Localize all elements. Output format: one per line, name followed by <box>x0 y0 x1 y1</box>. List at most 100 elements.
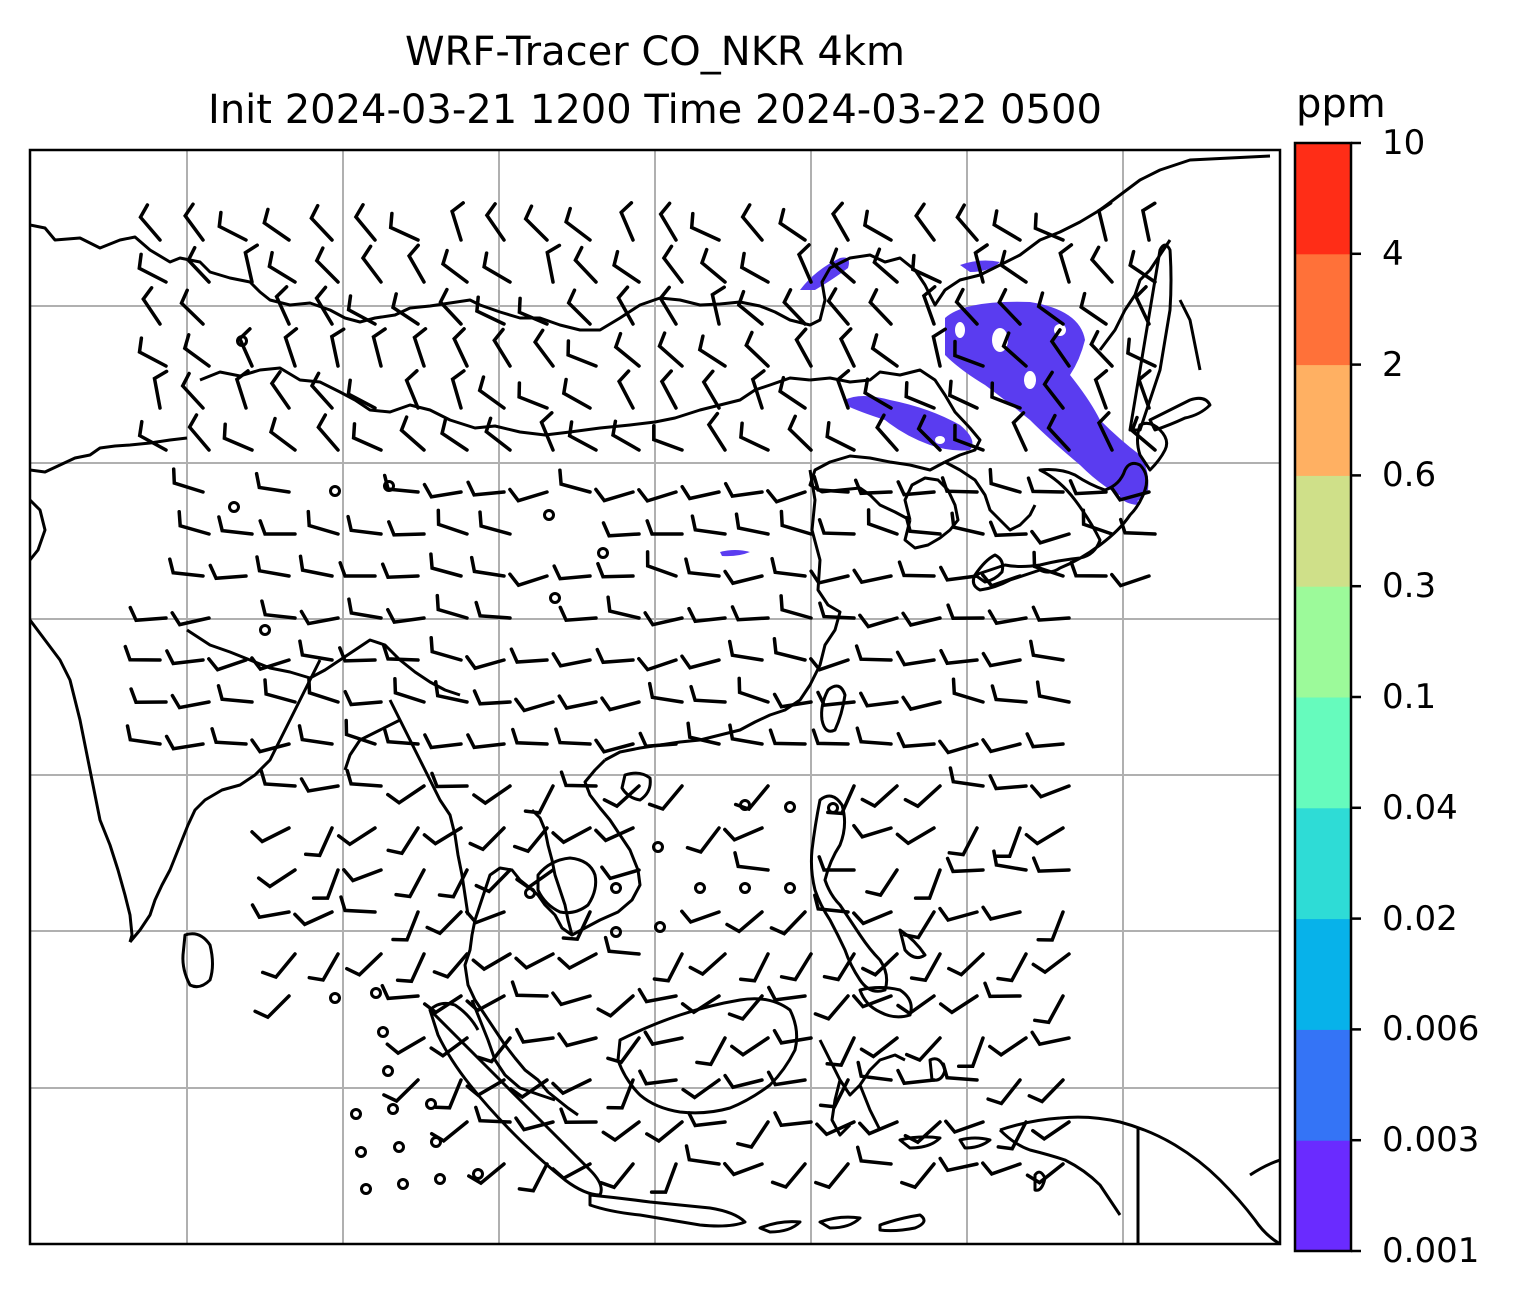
wind-barb <box>652 423 684 452</box>
wind-barb <box>1058 243 1074 284</box>
wind-barb <box>680 909 721 925</box>
colorbar-tick-label: 2 <box>1382 344 1404 385</box>
wind-barb <box>1033 994 1065 1025</box>
wind-barb <box>1030 1030 1071 1047</box>
wind-barb <box>393 677 426 704</box>
wind-barb <box>595 647 635 665</box>
wind-barb <box>1031 856 1071 873</box>
calm-wind-marker <box>549 592 561 604</box>
wind-barb <box>1079 291 1108 326</box>
wind-barb <box>1110 572 1151 588</box>
wind-barb <box>601 1120 641 1143</box>
wind-barb <box>514 697 555 713</box>
wind-barb <box>339 895 377 914</box>
wind-barb <box>736 289 764 326</box>
wind-barb <box>386 784 426 805</box>
wind-barb <box>910 253 942 284</box>
wind-barb <box>260 599 297 620</box>
wind-barb <box>170 693 211 710</box>
wind-barb <box>263 678 297 704</box>
wind-barb <box>794 327 813 368</box>
wind-barb <box>1081 508 1114 536</box>
wind-barb <box>1126 337 1157 368</box>
wind-barb <box>380 983 420 1001</box>
colorbar-tick-label: 0.04 <box>1382 787 1458 828</box>
wind-barb <box>770 1162 807 1190</box>
wind-barb <box>938 994 979 1015</box>
wind-barb <box>734 512 770 536</box>
wind-barb <box>858 613 899 629</box>
wind-barb <box>561 910 592 942</box>
wind-barb <box>645 519 684 536</box>
wind-barb <box>852 910 893 926</box>
wind-barb <box>564 206 592 242</box>
wind-barb <box>896 480 936 497</box>
wind-barb <box>207 657 248 672</box>
wind-barb <box>269 370 291 410</box>
wind-barb <box>129 687 168 704</box>
wind-barb <box>697 334 727 368</box>
wind-barb <box>815 1120 856 1137</box>
wind-barb <box>253 994 291 1020</box>
wind-barb <box>551 991 592 1007</box>
colorbar-swatch <box>1295 1029 1351 1141</box>
wind-barb <box>904 1036 942 1063</box>
wind-barb <box>436 508 469 536</box>
wind-barb <box>1036 910 1065 942</box>
wind-barb <box>338 561 377 578</box>
wind-barb <box>992 849 1028 872</box>
wind-barb <box>602 784 641 809</box>
wind-barb <box>306 509 340 536</box>
calm-wind-marker <box>355 1146 367 1158</box>
wind-barb <box>307 677 340 704</box>
wind-barb <box>613 331 641 368</box>
wind-barb <box>772 637 807 662</box>
wind-barb <box>858 1120 899 1136</box>
wind-barb <box>557 952 598 971</box>
wind-barb <box>404 369 420 410</box>
calm-wind-marker <box>397 1178 409 1190</box>
wind-barb <box>465 994 506 1013</box>
colorbar-tick-label: 0.6 <box>1382 455 1437 496</box>
wind-barb <box>981 573 1022 588</box>
wind-barb <box>945 856 985 874</box>
wind-barb <box>125 724 162 746</box>
wind-barb <box>467 1162 506 1186</box>
wind-barb <box>1036 291 1065 326</box>
wind-barb <box>817 518 856 536</box>
wind-barb <box>429 636 463 662</box>
wind-barb <box>466 480 506 497</box>
wind-barb <box>1035 680 1071 704</box>
wind-barb <box>914 202 936 242</box>
wind-barb <box>234 369 250 410</box>
calm-wind-marker <box>382 1065 394 1077</box>
wind-barb <box>299 609 340 626</box>
calm-wind-marker <box>524 887 536 899</box>
wind-barb <box>733 851 770 872</box>
wind-barb <box>250 738 291 754</box>
wind-barb <box>482 251 512 284</box>
wind-barb <box>1089 329 1114 368</box>
wind-barb <box>767 985 807 1002</box>
wind-barb <box>440 417 469 452</box>
wind-barb <box>476 1036 512 1064</box>
wind-barb <box>423 733 463 750</box>
wind-barb <box>859 691 899 708</box>
wind-barb <box>338 646 377 663</box>
wind-barb <box>895 650 936 667</box>
calm-wind-marker <box>387 1103 399 1115</box>
wind-barb <box>921 285 937 326</box>
wind-barb <box>1031 952 1071 975</box>
wind-barb <box>179 288 205 326</box>
wind-barb <box>391 292 420 326</box>
wind-barb <box>737 676 770 704</box>
wind-barb <box>947 952 985 977</box>
wind-barb <box>475 295 506 326</box>
wind-barb <box>594 487 635 503</box>
colorbar-unit-label: ppm <box>1296 81 1386 127</box>
wind-barb <box>1093 369 1109 410</box>
wind-barb <box>1140 201 1157 242</box>
wind-barb <box>351 422 383 452</box>
calm-wind-marker <box>377 1026 389 1038</box>
wind-barb <box>1026 476 1065 494</box>
